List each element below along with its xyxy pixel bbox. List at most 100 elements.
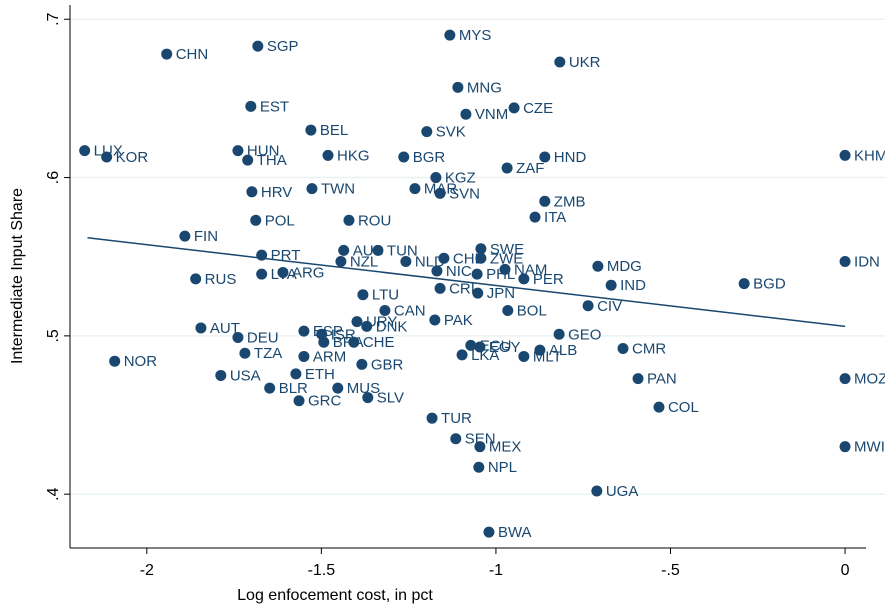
point xyxy=(426,412,438,424)
point-label: ZWE xyxy=(490,250,523,267)
point-label: BEL xyxy=(320,122,348,139)
point xyxy=(161,48,173,60)
point xyxy=(839,255,851,267)
point-label: CMR xyxy=(632,340,666,357)
point xyxy=(456,349,468,361)
point-label: ITA xyxy=(544,209,566,226)
point xyxy=(356,358,368,370)
point-label: RUS xyxy=(205,271,237,288)
point-label: CAN xyxy=(394,303,426,320)
point xyxy=(179,230,191,242)
point xyxy=(305,124,317,136)
point-label: NOR xyxy=(124,353,157,370)
point-label: ARG xyxy=(292,265,325,282)
point xyxy=(245,100,257,112)
point-label: HUN xyxy=(247,143,280,160)
point xyxy=(501,162,513,174)
x-axis-title: Log enfocement cost, in pct xyxy=(237,587,433,604)
point-label: PAK xyxy=(444,312,473,329)
point xyxy=(400,255,412,267)
point xyxy=(529,211,541,223)
point-label: KGZ xyxy=(445,170,476,187)
x-tick-label: -1.5 xyxy=(308,562,336,579)
point xyxy=(539,151,551,163)
point xyxy=(348,336,360,348)
fit-line xyxy=(87,236,846,328)
point-label: HND xyxy=(554,149,587,166)
y-tick-label: .5 xyxy=(45,329,62,342)
point-label: ARM xyxy=(313,348,346,365)
point xyxy=(471,268,483,280)
point xyxy=(338,244,350,256)
point-label: BGD xyxy=(753,276,786,293)
point xyxy=(632,373,644,385)
point xyxy=(434,282,446,294)
point-label: SEN xyxy=(465,431,496,448)
point xyxy=(409,183,421,195)
point-label: CHN xyxy=(176,46,209,63)
point xyxy=(256,268,268,280)
point xyxy=(398,151,410,163)
point xyxy=(591,485,603,497)
point-label: MOZ xyxy=(854,371,885,388)
point-label: HKG xyxy=(337,147,370,164)
x-tick-label: -2 xyxy=(140,562,154,579)
point-label: EST xyxy=(260,98,289,115)
point xyxy=(361,320,373,332)
point-label: CRI xyxy=(449,280,475,297)
point xyxy=(475,243,487,255)
point xyxy=(438,252,450,264)
point xyxy=(839,441,851,453)
point xyxy=(318,336,330,348)
point xyxy=(239,347,251,359)
point-label: KOR xyxy=(116,149,149,166)
point-label: CZE xyxy=(523,100,553,117)
point-label: PER xyxy=(533,271,564,288)
point xyxy=(298,350,310,362)
point xyxy=(429,314,441,326)
point-label: VNM xyxy=(475,106,508,123)
point-label: ECU xyxy=(480,337,512,354)
point-label: MYS xyxy=(459,27,492,44)
point-label: BWA xyxy=(498,524,532,541)
point-label: IDN xyxy=(854,253,880,270)
point xyxy=(554,56,566,68)
point-label: BLR xyxy=(279,380,308,397)
point xyxy=(474,341,486,353)
point xyxy=(322,149,334,161)
point-label: LKA xyxy=(471,347,499,364)
y-tick-label: .7 xyxy=(45,12,62,25)
point xyxy=(605,279,617,291)
point xyxy=(332,382,344,394)
point-label: UGA xyxy=(606,483,639,500)
point xyxy=(293,395,305,407)
point xyxy=(250,214,262,226)
point xyxy=(357,289,369,301)
point-label: IND xyxy=(620,277,646,294)
point xyxy=(298,325,310,337)
point-label: THA xyxy=(257,152,287,169)
point-label: GEO xyxy=(568,326,601,343)
point xyxy=(534,344,546,356)
point-label: HRV xyxy=(261,184,292,201)
x-tick-label: -.5 xyxy=(661,562,680,579)
point xyxy=(499,263,511,275)
point xyxy=(232,145,244,157)
point xyxy=(518,350,530,362)
point xyxy=(195,322,207,334)
point xyxy=(264,382,276,394)
point-label: CHL xyxy=(453,250,483,267)
point xyxy=(617,343,629,355)
x-tick-label: 0 xyxy=(841,562,850,579)
point-label: BOL xyxy=(517,303,547,320)
point xyxy=(553,328,565,340)
point xyxy=(379,305,391,317)
point-label: MUS xyxy=(347,380,380,397)
point-label: TZA xyxy=(254,345,282,362)
point-label: POL xyxy=(265,212,295,229)
point xyxy=(252,40,264,52)
point-label: SVK xyxy=(436,124,466,141)
point-label: URY xyxy=(366,314,397,331)
